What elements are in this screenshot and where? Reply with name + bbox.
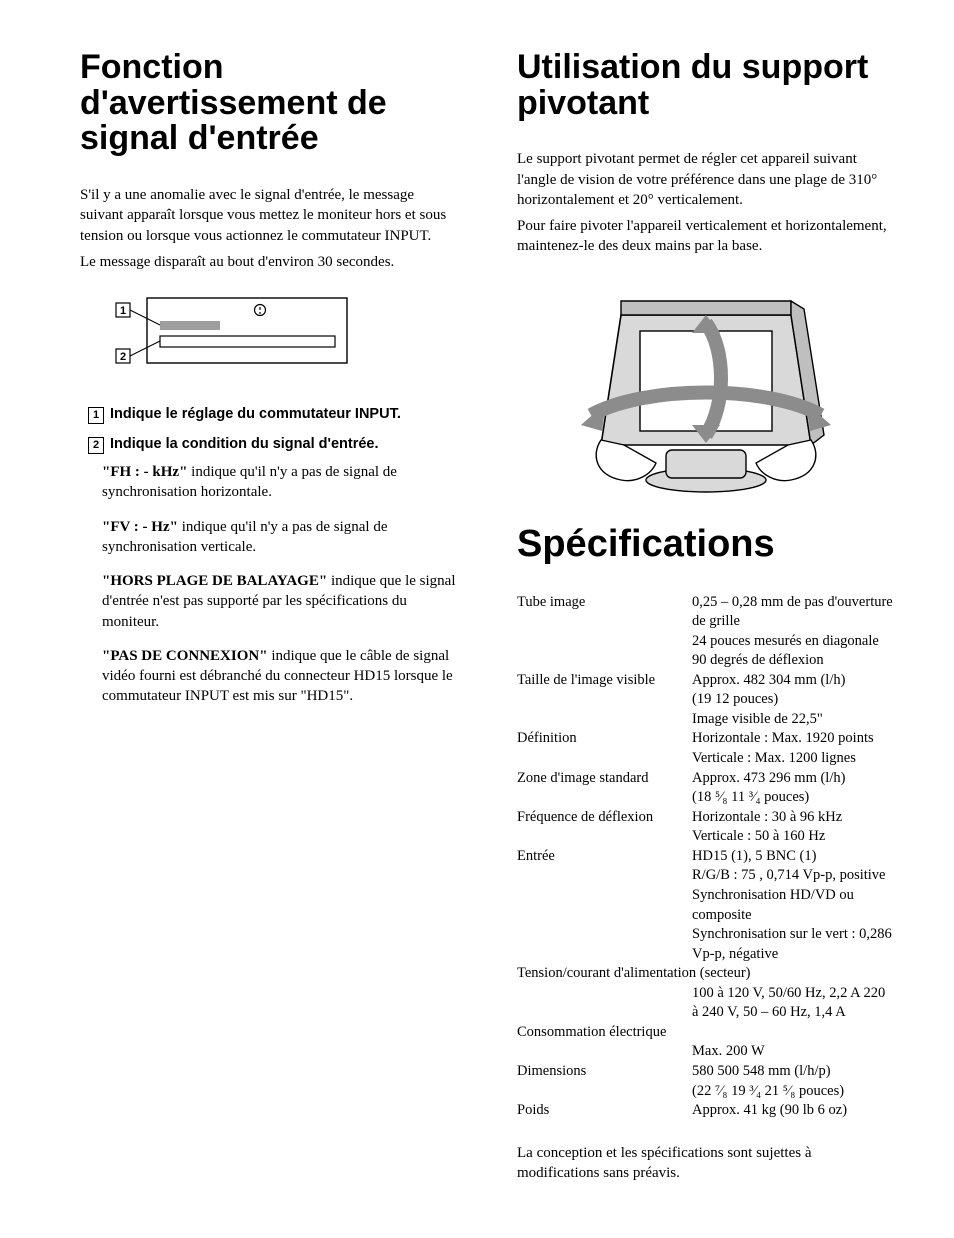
right-para-2: Pour faire pivoter l'appareil verticalem… — [517, 216, 894, 257]
spec-row: Dimensions 580 500 548 mm (l/h/p) (22 ⁷⁄… — [517, 1062, 894, 1101]
def-4-lead: "PAS DE CONNEXION" — [102, 648, 268, 664]
callout-1-label: Indique le réglage du commutateur INPUT. — [110, 406, 401, 422]
left-title: Fonction d'avertissement de signal d'ent… — [80, 50, 457, 157]
spec-row-full: Consommation électrique Max. 200 W — [517, 1023, 894, 1062]
spec-label-full: Consommation électrique — [517, 1023, 894, 1043]
spec-label: Dimensions — [517, 1062, 692, 1101]
right-para-1: Le support pivotant permet de régler cet… — [517, 149, 894, 210]
spec-value-line: Verticale : Max. 1200 lignes — [692, 749, 894, 769]
spec-value-line: 580 500 548 mm (l/h/p) — [692, 1062, 894, 1082]
spec-value: Horizontale : Max. 1920 points Verticale… — [692, 729, 894, 768]
def-4: "PAS DE CONNEXION" indique que le câble … — [102, 646, 457, 707]
svg-text:2: 2 — [120, 351, 126, 363]
spec-value: 0,25 – 0,28 mm de pas d'ouverture de gri… — [692, 593, 894, 671]
callout-2-label: Indique la condition du signal d'entrée. — [110, 436, 379, 452]
def-2-lead: "FV : - Hz" — [102, 519, 178, 535]
spec-row-full: Tension/courant d'alimentation (secteur)… — [517, 964, 894, 1023]
spec-value-line: Synchronisation sur le vert : 0,286 Vp-p… — [692, 925, 894, 964]
spec-row: Tube image 0,25 – 0,28 mm de pas d'ouver… — [517, 593, 894, 671]
spec-label: Zone d'image standard — [517, 769, 692, 808]
spec-value: Approx. 473 296 mm (l/h) (18 ⁵⁄₈ 11 ³⁄₄ … — [692, 769, 894, 808]
specs-footer-note: La conception et les spécifications sont… — [517, 1143, 894, 1184]
spec-value-line: Approx. 482 304 mm (l/h) — [692, 671, 894, 691]
spec-value-line: HD15 (1), 5 BNC (1) — [692, 847, 894, 867]
svg-text:1: 1 — [120, 305, 126, 317]
spec-label: Taille de l'image visible — [517, 671, 692, 730]
spec-value-line: 100 à 120 V, 50/60 Hz, 2,2 A — [692, 985, 860, 1001]
spec-value-line: Approx. 41 kg (90 lb 6 oz) — [692, 1101, 894, 1121]
spec-value-line: Synchronisation HD/VD ou composite — [692, 886, 894, 925]
right-column: Utilisation du support pivotant Le suppo… — [507, 50, 894, 1198]
spec-value-line: Image visible de 22,5" — [692, 710, 894, 730]
spec-label: Définition — [517, 729, 692, 768]
callout-1-number: 1 — [88, 407, 104, 424]
spec-value: Horizontale : 30 à 96 kHz Verticale : 50… — [692, 808, 894, 847]
def-3: "HORS PLAGE DE BALAYAGE" indique que le … — [102, 571, 457, 632]
spec-label: Entrée — [517, 847, 692, 964]
def-1: "FH : - kHz" indique qu'il n'y a pas de … — [102, 462, 457, 503]
left-para-2: Le message disparaît au bout d'environ 3… — [80, 252, 457, 272]
spec-row: Zone d'image standard Approx. 473 296 mm… — [517, 769, 894, 808]
spec-value-line: Horizontale : 30 à 96 kHz — [692, 808, 894, 828]
def-2: "FV : - Hz" indique qu'il n'y a pas de s… — [102, 517, 457, 558]
spec-value-line: 0,25 – 0,28 mm de pas d'ouverture de gri… — [692, 593, 894, 632]
spec-value-line: (22 ⁷⁄₈ 19 ³⁄₄ 21 ⁵⁄₈ pouces) — [692, 1082, 894, 1102]
left-column: Fonction d'avertissement de signal d'ent… — [80, 50, 467, 1198]
spec-value-line: Approx. 473 296 mm (l/h) — [692, 769, 894, 789]
spec-value: Max. 200 W — [692, 1042, 894, 1062]
def-1-lead: "FH : - kHz" — [102, 464, 187, 480]
spec-label-full: Tension/courant d'alimentation (secteur) — [517, 964, 894, 984]
spec-value: HD15 (1), 5 BNC (1) R/G/B : 75 , 0,714 V… — [692, 847, 894, 964]
monitor-figure — [566, 275, 846, 505]
spec-label: Poids — [517, 1101, 692, 1121]
right-title: Utilisation du support pivotant — [517, 50, 894, 121]
spec-value: Approx. 482 304 mm (l/h) (19 12 pouces) … — [692, 671, 894, 730]
spec-row: Poids Approx. 41 kg (90 lb 6 oz) — [517, 1101, 894, 1121]
spec-row: Définition Horizontale : Max. 1920 point… — [517, 729, 894, 768]
spec-value-line: Verticale : 50 à 160 Hz — [692, 827, 894, 847]
specs-table: Tube image 0,25 – 0,28 mm de pas d'ouver… — [517, 593, 894, 1121]
callout-2: 2 Indique la condition du signal d'entré… — [88, 436, 457, 454]
spec-value-line: (18 ⁵⁄₈ 11 ³⁄₄ pouces) — [692, 788, 894, 808]
spec-value-line: Max. 200 W — [692, 1043, 765, 1059]
spec-value: 580 500 548 mm (l/h/p) (22 ⁷⁄₈ 19 ³⁄₄ 21… — [692, 1062, 894, 1101]
spec-row: Taille de l'image visible Approx. 482 30… — [517, 671, 894, 730]
callout-2-number: 2 — [88, 437, 104, 454]
message-diagram: 1 2 — [92, 296, 457, 386]
spec-value-line: Horizontale : Max. 1920 points — [692, 729, 894, 749]
spec-value-line: (19 12 pouces) — [692, 690, 894, 710]
def-3-lead: "HORS PLAGE DE BALAYAGE" — [102, 573, 327, 589]
spec-value: Approx. 41 kg (90 lb 6 oz) — [692, 1101, 894, 1121]
callout-1: 1 Indique le réglage du commutateur INPU… — [88, 406, 457, 424]
spec-row: Entrée HD15 (1), 5 BNC (1) R/G/B : 75 , … — [517, 847, 894, 964]
message-diagram-svg: 1 2 — [92, 296, 352, 386]
spec-value-line: 24 pouces mesurés en diagonale — [692, 632, 894, 652]
spec-value-line: 90 degrés de déflexion — [692, 651, 894, 671]
page: Fonction d'avertissement de signal d'ent… — [0, 0, 954, 1238]
spec-value: 100 à 120 V, 50/60 Hz, 2,2 A 220 à 240 V… — [692, 984, 894, 1023]
spec-label: Fréquence de déflexion — [517, 808, 692, 847]
spec-row: Fréquence de déflexion Horizontale : 30 … — [517, 808, 894, 847]
spec-value-line: R/G/B : 75 , 0,714 Vp-p, positive — [692, 866, 894, 886]
left-para-1: S'il y a une anomalie avec le signal d'e… — [80, 185, 457, 246]
spec-label: Tube image — [517, 593, 692, 671]
specs-title: Spécifications — [517, 525, 894, 565]
